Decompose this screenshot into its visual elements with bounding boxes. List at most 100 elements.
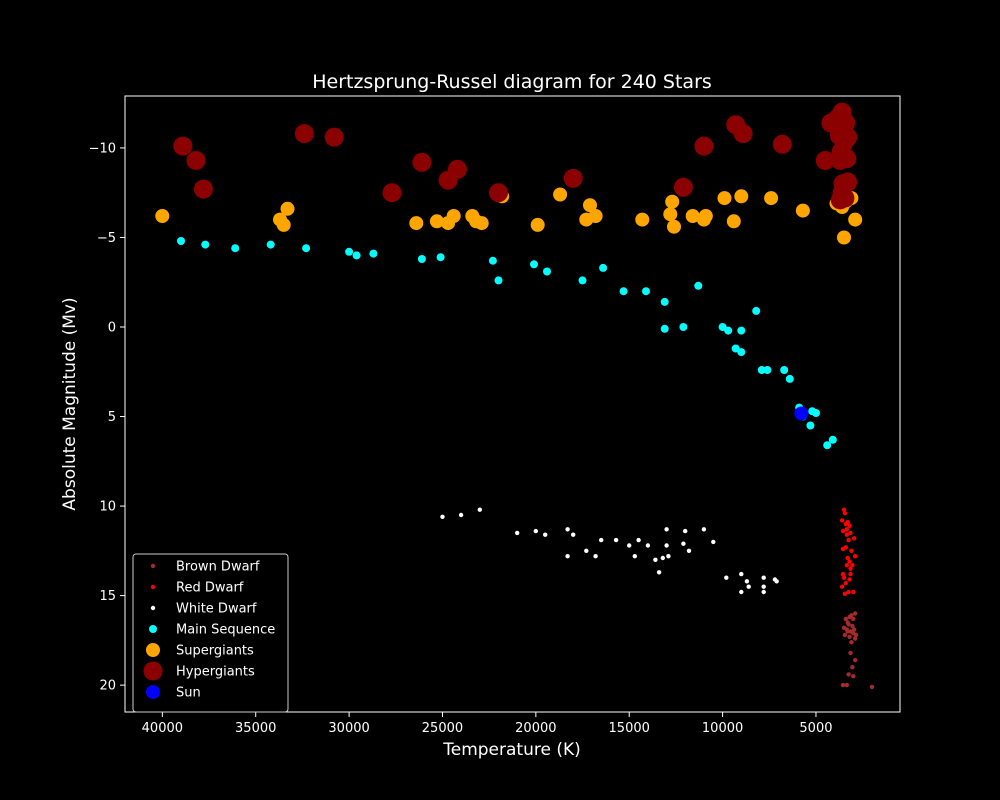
data-point-white-dwarf bbox=[613, 537, 619, 543]
data-point-white-dwarf bbox=[724, 575, 729, 580]
legend-marker-white-dwarf bbox=[150, 605, 156, 611]
y-tick-label: −10 bbox=[89, 141, 116, 156]
data-point-supergiants bbox=[764, 191, 779, 206]
data-point-supergiants bbox=[726, 214, 741, 229]
data-point-brown-dwarf bbox=[850, 623, 855, 629]
data-point-white-dwarf bbox=[746, 584, 751, 589]
data-point-supergiants bbox=[685, 209, 700, 223]
data-point-red-dwarf bbox=[847, 559, 852, 564]
data-point-white-dwarf bbox=[533, 528, 538, 534]
data-point-white-dwarf bbox=[761, 589, 766, 595]
data-point-supergiants bbox=[635, 212, 650, 227]
data-point-hypergiants bbox=[489, 183, 508, 203]
data-point-main-sequence bbox=[494, 276, 503, 285]
y-tick-label: 20 bbox=[99, 679, 116, 694]
data-point-red-dwarf bbox=[851, 589, 856, 595]
x-tick-label: 20000 bbox=[515, 721, 556, 736]
data-point-white-dwarf bbox=[458, 512, 464, 518]
data-point-red-dwarf bbox=[846, 537, 851, 543]
data-point-red-dwarf bbox=[844, 527, 849, 532]
x-tick-label: 40000 bbox=[142, 721, 183, 736]
data-points bbox=[155, 102, 875, 690]
data-point-main-sequence bbox=[752, 306, 761, 315]
series-brown-dwarf bbox=[840, 611, 875, 690]
x-tick-label: 35000 bbox=[235, 721, 276, 736]
data-point-red-dwarf bbox=[844, 532, 849, 537]
legend-box bbox=[132, 553, 289, 713]
data-point-white-dwarf bbox=[653, 557, 658, 562]
data-point-white-dwarf bbox=[636, 537, 641, 543]
x-axis-label: Temperature (K) bbox=[442, 740, 581, 760]
data-point-red-dwarf bbox=[842, 511, 848, 516]
data-point-white-dwarf bbox=[627, 543, 632, 548]
data-point-main-sequence bbox=[806, 421, 815, 430]
data-point-white-dwarf bbox=[664, 527, 669, 532]
series-sun bbox=[794, 406, 809, 421]
data-point-hypergiants bbox=[324, 127, 344, 147]
data-point-red-dwarf bbox=[847, 577, 852, 582]
data-point-brown-dwarf bbox=[853, 636, 858, 641]
data-point-main-sequence bbox=[417, 255, 426, 263]
data-point-supergiants bbox=[837, 230, 851, 245]
data-point-white-dwarf bbox=[565, 554, 570, 559]
data-point-main-sequence bbox=[785, 374, 794, 383]
legend-label-hypergiants: Hypergiants bbox=[176, 665, 255, 680]
data-point-supergiants bbox=[665, 194, 680, 209]
y-tick-label: 15 bbox=[99, 589, 116, 604]
legend-marker-sun bbox=[146, 685, 160, 699]
data-point-main-sequence bbox=[345, 247, 354, 256]
data-point-red-dwarf bbox=[840, 546, 846, 552]
data-point-red-dwarf bbox=[843, 580, 848, 586]
data-point-white-dwarf bbox=[593, 554, 598, 559]
data-point-white-dwarf bbox=[584, 548, 589, 553]
x-tick-label: 15000 bbox=[609, 721, 650, 736]
data-point-brown-dwarf bbox=[843, 616, 848, 622]
x-tick-label: 25000 bbox=[422, 721, 463, 736]
data-point-supergiants bbox=[446, 209, 461, 223]
legend: Brown Dwarf Red Dwarf White Dwarf Main Sequ… bbox=[132, 553, 289, 713]
legend-label-main-sequence: Main Sequence bbox=[176, 623, 275, 638]
data-point-supergiants bbox=[429, 214, 444, 229]
legend-marker-red-dwarf bbox=[150, 584, 156, 590]
data-point-hypergiants bbox=[563, 168, 583, 188]
x-axis-ticks: 40000 35000 30000 25000 20000 15000 10000 5000 bbox=[142, 712, 833, 736]
data-point-supergiants bbox=[409, 216, 424, 231]
data-point-brown-dwarf bbox=[851, 674, 856, 679]
data-point-red-dwarf bbox=[840, 571, 846, 577]
data-point-red-dwarf bbox=[849, 548, 854, 553]
data-point-main-sequence bbox=[599, 263, 608, 272]
data-point-brown-dwarf bbox=[840, 682, 846, 688]
data-point-main-sequence bbox=[660, 297, 669, 306]
data-point-supergiants bbox=[155, 209, 170, 223]
data-point-white-dwarf bbox=[440, 514, 445, 519]
data-point-hypergiants bbox=[837, 149, 857, 169]
data-point-hypergiants bbox=[186, 151, 206, 170]
data-point-white-dwarf bbox=[744, 579, 750, 584]
data-point-main-sequence bbox=[201, 240, 210, 249]
data-point-main-sequence bbox=[737, 326, 746, 335]
data-point-red-dwarf bbox=[845, 520, 850, 525]
data-point-supergiants bbox=[553, 187, 568, 202]
series-hypergiants bbox=[173, 102, 858, 210]
series-red-dwarf bbox=[839, 507, 858, 596]
legend-label-brown-dwarf: Brown Dwarf bbox=[176, 560, 260, 575]
data-point-white-dwarf bbox=[739, 571, 744, 577]
data-point-red-dwarf bbox=[848, 566, 853, 571]
data-point-main-sequence bbox=[530, 260, 538, 269]
legend-label-red-dwarf: Red Dwarf bbox=[176, 581, 244, 596]
data-point-main-sequence bbox=[177, 237, 185, 245]
data-point-white-dwarf bbox=[681, 541, 686, 546]
data-point-brown-dwarf bbox=[850, 665, 855, 670]
data-point-red-dwarf bbox=[840, 528, 846, 534]
data-point-main-sequence bbox=[619, 287, 628, 296]
data-point-main-sequence bbox=[302, 244, 311, 253]
data-point-brown-dwarf bbox=[849, 640, 854, 645]
data-point-main-sequence bbox=[543, 267, 551, 276]
data-point-brown-dwarf bbox=[853, 657, 858, 663]
data-point-brown-dwarf bbox=[846, 622, 851, 627]
data-point-supergiants bbox=[588, 209, 603, 223]
data-point-main-sequence bbox=[352, 251, 361, 260]
y-tick-label: 0 bbox=[108, 321, 116, 336]
y-axis-label: Absolute Magnitude (Mv) bbox=[60, 297, 80, 510]
